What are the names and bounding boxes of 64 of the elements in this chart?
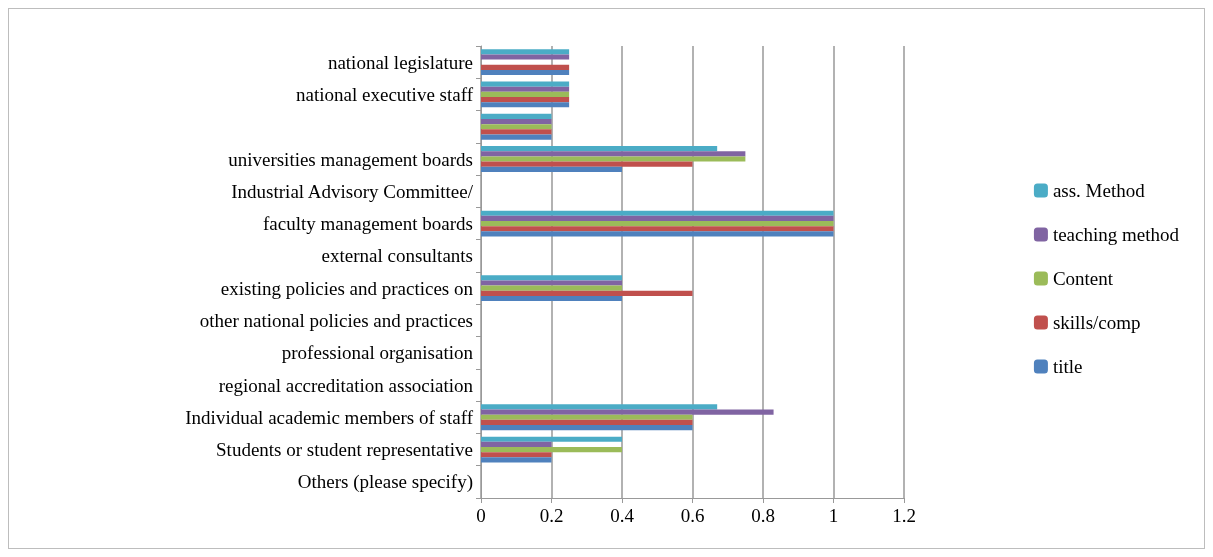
y-tick-label: external consultants bbox=[321, 245, 473, 267]
bar bbox=[481, 275, 622, 281]
legend-label: teaching method bbox=[1052, 224, 1180, 245]
bar bbox=[481, 91, 570, 98]
bar bbox=[481, 425, 693, 431]
bar bbox=[481, 414, 693, 420]
bar bbox=[481, 81, 570, 87]
bar bbox=[481, 457, 552, 463]
bar bbox=[481, 97, 570, 103]
x-tick-label: 0.8 bbox=[751, 505, 775, 526]
bar bbox=[481, 441, 552, 447]
bar bbox=[481, 161, 693, 167]
y-tick-label: professional organisation bbox=[281, 342, 474, 364]
bar bbox=[481, 134, 552, 140]
bar bbox=[481, 102, 570, 108]
x-tick-label: 0.6 bbox=[680, 505, 705, 526]
bar bbox=[481, 409, 774, 415]
x-tick-label: 1 bbox=[828, 505, 839, 526]
y-tick-label: existing policies and practices on bbox=[220, 277, 474, 299]
y-tick-label: faculty management boards bbox=[263, 213, 473, 235]
bar bbox=[481, 129, 552, 135]
bar bbox=[481, 113, 552, 119]
bar bbox=[481, 452, 552, 458]
bar bbox=[481, 285, 622, 291]
y-tick-label: national legislature bbox=[327, 51, 473, 73]
x-tick-label: 0.4 bbox=[610, 505, 635, 526]
bar bbox=[481, 54, 570, 60]
bar bbox=[481, 220, 834, 227]
bar bbox=[481, 446, 622, 453]
y-tick-label: other national policies and practices bbox=[199, 309, 473, 331]
y-tick-label: Industrial Advisory Committee/ bbox=[231, 180, 474, 202]
legend-label: title bbox=[1052, 356, 1083, 377]
bar bbox=[481, 226, 834, 232]
y-tick-label: Others (please specify) bbox=[297, 471, 473, 494]
y-tick-label: regional accreditation association bbox=[218, 374, 474, 396]
bar bbox=[481, 290, 693, 296]
y-tick-label: Students or student representative bbox=[216, 439, 473, 461]
y-tick-label: universities management boards bbox=[228, 148, 473, 170]
y-tick-label: national executive staff bbox=[296, 83, 474, 105]
bar bbox=[481, 146, 718, 152]
x-tick-label: 0 bbox=[476, 505, 486, 526]
bar bbox=[481, 156, 746, 162]
legend-label: skills/comp bbox=[1052, 312, 1141, 333]
legend-label: Content bbox=[1052, 268, 1114, 289]
bar bbox=[481, 86, 570, 92]
y-tick-label: Individual academic members of staff bbox=[185, 406, 474, 428]
bar bbox=[481, 436, 622, 442]
bar bbox=[481, 295, 622, 302]
x-tick-label: 0.2 bbox=[539, 505, 564, 526]
bar bbox=[481, 231, 834, 237]
bar bbox=[481, 64, 570, 70]
bar bbox=[481, 210, 834, 216]
bar bbox=[481, 280, 622, 286]
bar bbox=[481, 404, 718, 410]
bar bbox=[481, 166, 622, 172]
legend-label: ass. Method bbox=[1052, 180, 1146, 201]
bar bbox=[481, 124, 552, 130]
bar bbox=[481, 118, 552, 125]
bar bbox=[481, 215, 834, 221]
bar bbox=[481, 69, 570, 76]
x-tick-label: 1.2 bbox=[892, 505, 916, 526]
bar bbox=[481, 49, 570, 55]
bar bbox=[481, 151, 746, 157]
bar bbox=[481, 419, 693, 426]
